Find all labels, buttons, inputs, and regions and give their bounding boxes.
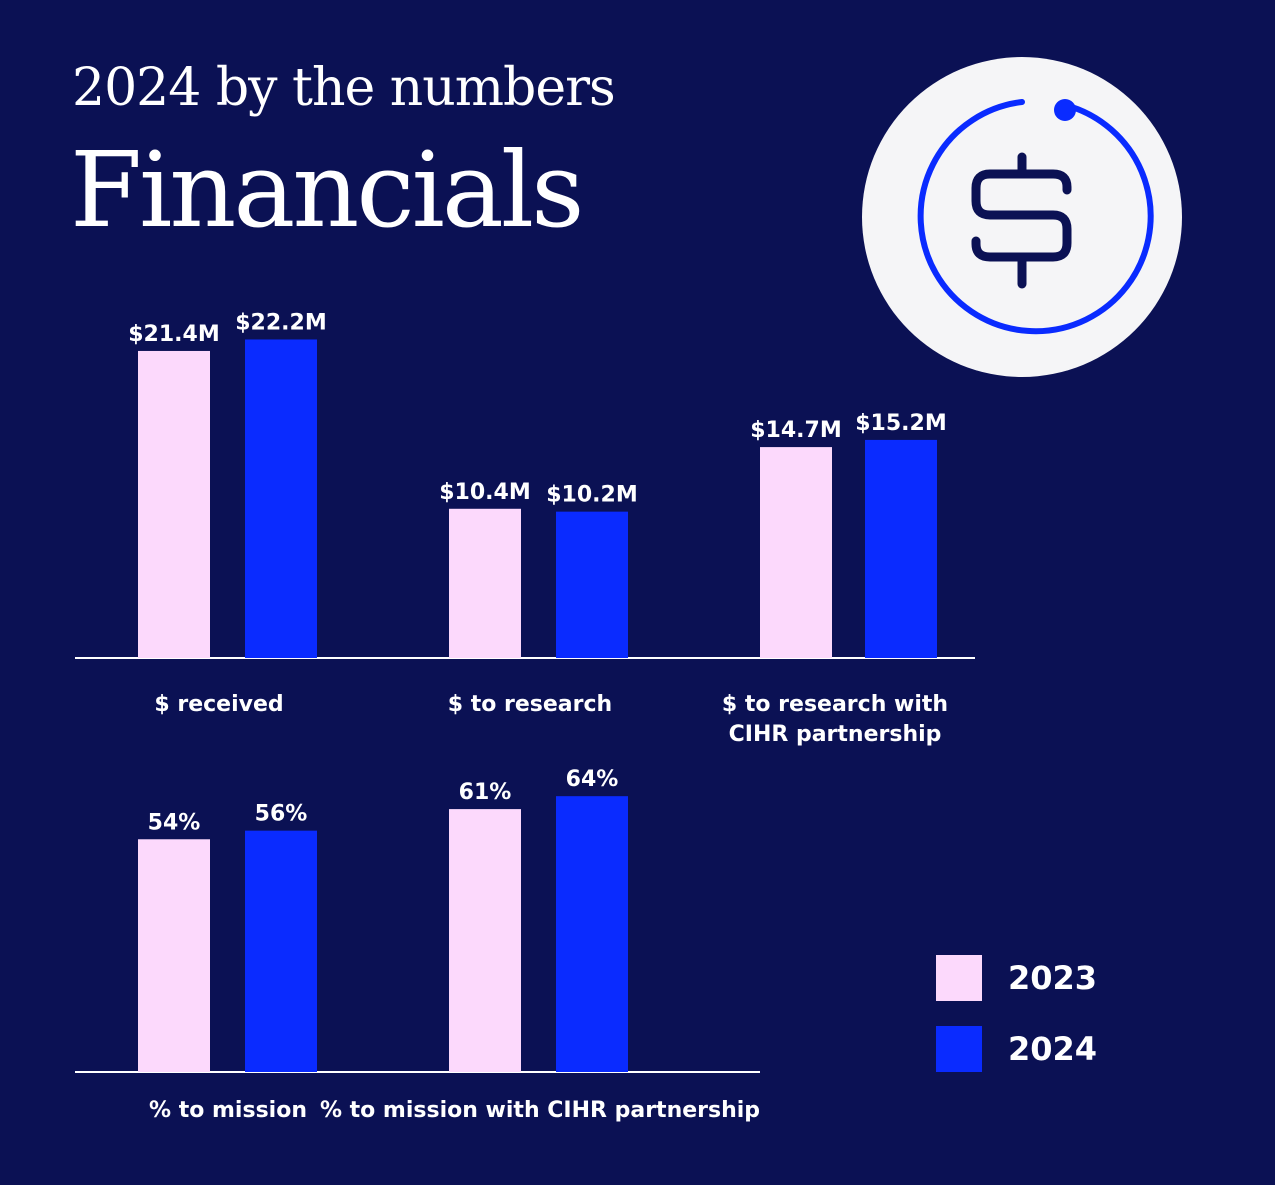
category-label-2-1: CIHR partnership — [729, 722, 942, 747]
category-label-0-0: % to mission — [149, 1098, 307, 1123]
category-label-1-0: $ to research — [448, 692, 612, 717]
bar-2024-0 — [245, 339, 317, 658]
category-label-0-0: $ received — [154, 692, 283, 717]
value-label-2024-2: $15.2M — [855, 411, 946, 436]
value-label-2023-2: $14.7M — [750, 418, 841, 443]
value-label-2023-0: $21.4M — [128, 322, 219, 347]
bar-2023-1 — [449, 809, 521, 1072]
value-label-2024-1: 64% — [566, 767, 619, 792]
bar-2023-0 — [138, 839, 210, 1072]
bar-2024-1 — [556, 511, 628, 658]
dollar-badge — [862, 57, 1182, 377]
dollar-sign-icon — [862, 57, 1182, 377]
value-label-2024-0: $22.2M — [235, 310, 326, 335]
legend-label-2023: 2023 — [1008, 959, 1098, 997]
bar-2023-1 — [449, 508, 521, 658]
legend-label-2024: 2024 — [1008, 1030, 1098, 1068]
bar-2023-0 — [138, 350, 210, 658]
value-label-2024-0: 56% — [255, 802, 308, 827]
bar-2024-0 — [245, 830, 317, 1072]
value-label-2023-1: 61% — [459, 780, 512, 805]
mission-percent-chart: 54% 56% % to mission 61% 64% % to mission wit… — [75, 767, 760, 1123]
legend-swatch-2023 — [936, 955, 982, 1001]
legend-swatch-2024 — [936, 1026, 982, 1072]
bar-2024-1 — [556, 796, 628, 1072]
value-label-2023-0: 54% — [148, 810, 201, 835]
funding-dollars-chart: $21.4M $22.2M $ received $10.4M $10.2M $ to r… — [75, 310, 975, 747]
page-kicker: 2024 by the numbers — [72, 58, 616, 118]
category-label-2-0: $ to research with — [722, 692, 948, 717]
category-label-1-0: % to mission with CIHR partnership — [320, 1098, 760, 1123]
bar-2024-2 — [865, 439, 937, 658]
value-label-2024-1: $10.2M — [546, 483, 637, 508]
bar-2023-2 — [760, 447, 832, 658]
value-label-2023-1: $10.4M — [439, 480, 530, 505]
page-title: Financials — [70, 129, 585, 251]
